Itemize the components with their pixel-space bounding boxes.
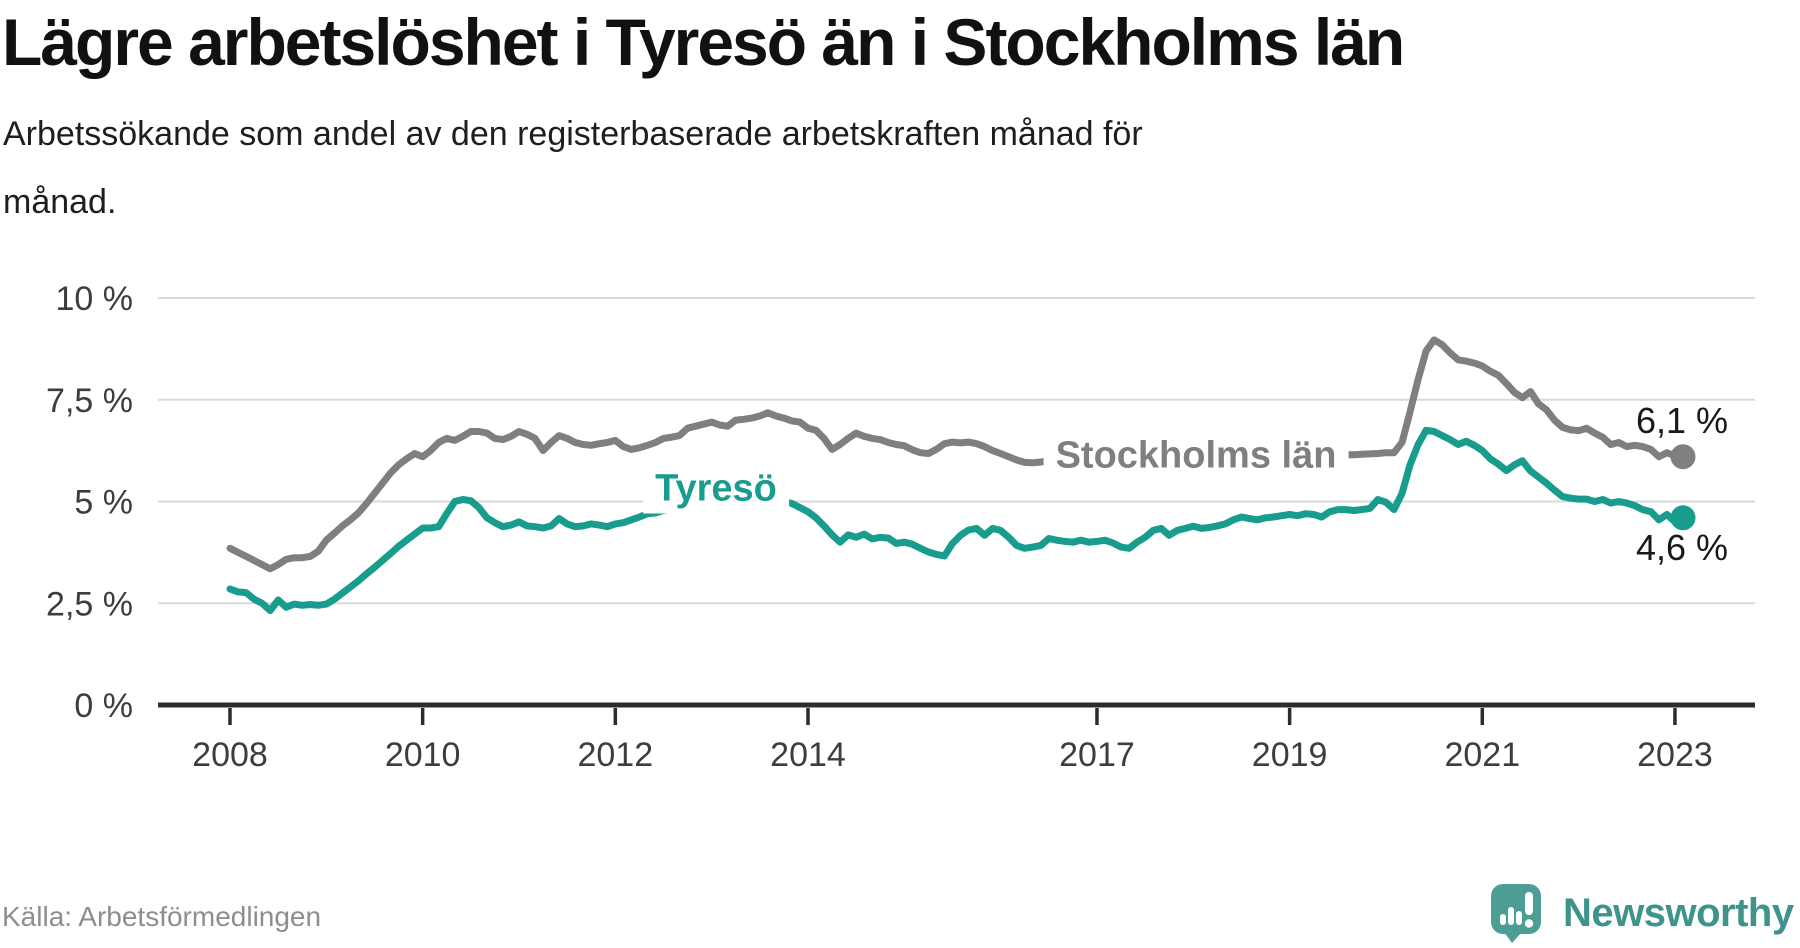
x-axis-label: 2023	[1637, 736, 1713, 774]
brand-name: Newsworthy	[1563, 890, 1794, 935]
x-axis-label: 2017	[1059, 736, 1135, 774]
y-axis-label: 0 %	[74, 687, 133, 725]
logo-bar-2	[1508, 907, 1514, 925]
end-value-label-tyreso: 4,6 %	[1635, 527, 1729, 568]
logo-exclamation-dot	[1524, 919, 1534, 928]
x-axis-label: 2010	[385, 736, 461, 774]
page-title: Lägre arbetslöshet i Tyresö än i Stockho…	[2, 5, 1405, 79]
end-value-label-stockholm: 6,1 %	[1635, 400, 1729, 441]
x-axis-label: 2021	[1444, 736, 1520, 774]
subtitle-line-1: Arbetssökande som andel av den registerb…	[3, 115, 1143, 153]
series-line-tyreso	[226, 426, 1687, 615]
y-axis-label: 5 %	[74, 484, 133, 522]
series-end-dot-stockholm	[1670, 444, 1696, 470]
x-axis-label: 2008	[192, 736, 268, 774]
x-axis-label: 2012	[577, 736, 653, 774]
logo-bar-3	[1516, 911, 1522, 925]
series-line-stockholm	[226, 336, 1687, 573]
series-end-dot-tyreso	[1670, 505, 1696, 531]
logo-exclamation-bar	[1525, 892, 1533, 915]
newsworthy-logo-icon	[1491, 884, 1541, 943]
subtitle-line-2: månad.	[3, 183, 117, 221]
logo-bar-1	[1500, 914, 1506, 925]
y-axis-label: 7,5 %	[46, 382, 133, 420]
series-label-tyreso: Tyresö	[643, 464, 789, 514]
y-axis-label: 2,5 %	[46, 585, 133, 623]
chart-subtitle: Arbetssökande som andel av den registerb…	[3, 100, 1143, 236]
y-axis-label: 10 %	[56, 280, 134, 318]
newsworthy-brand: Newsworthy	[1490, 882, 1794, 944]
x-axis-label: 2019	[1252, 736, 1328, 774]
x-axis-label: 2014	[770, 736, 846, 774]
source-note: Källa: Arbetsförmedlingen	[2, 901, 322, 932]
series-label-stockholm: Stockholms län	[1043, 431, 1349, 481]
